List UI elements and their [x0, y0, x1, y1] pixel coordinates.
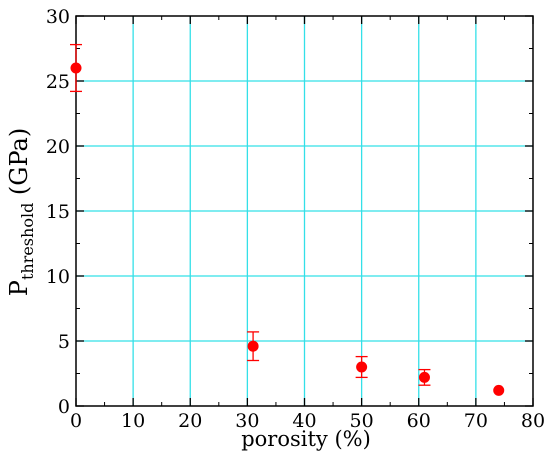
x-tick-label: 20 [178, 410, 202, 432]
y-axis-title-subscript: threshold [18, 203, 37, 280]
y-tick-label: 25 [46, 71, 70, 93]
data-point [418, 371, 430, 383]
y-tick-label: 10 [46, 266, 70, 288]
x-tick-label: 50 [350, 410, 374, 432]
data-point [493, 384, 505, 396]
data-points [70, 62, 505, 396]
data-point [247, 340, 259, 352]
y-axis-title-unit: (GPa) [5, 128, 33, 203]
x-tick-labels: 0 10 20 30 40 50 60 70 80 [70, 410, 545, 432]
x-tick-label: 80 [521, 410, 545, 432]
x-tick-label: 30 [235, 410, 259, 432]
data-point [356, 361, 368, 373]
y-tick-label: 0 [58, 396, 70, 418]
x-tick-label: 70 [464, 410, 488, 432]
y-axis-title: Pthreshold (GPa) [5, 128, 37, 296]
x-tick-label: 10 [121, 410, 145, 432]
y-tick-label: 5 [58, 331, 70, 353]
x-tick-label: 0 [70, 410, 82, 432]
y-tick-label: 15 [46, 201, 70, 223]
y-tick-labels: 0 5 10 15 20 25 30 [46, 6, 70, 418]
data-point [70, 62, 82, 74]
y-axis-title-main: P [5, 280, 33, 296]
x-axis-title: porosity (%) [241, 427, 371, 451]
x-tick-label: 60 [407, 410, 431, 432]
y-tick-label: 30 [46, 6, 70, 28]
grid [76, 16, 533, 406]
y-tick-label: 20 [46, 136, 70, 158]
tick-marks [75, 15, 534, 407]
x-tick-label: 40 [292, 410, 316, 432]
error-bars [70, 43, 431, 386]
